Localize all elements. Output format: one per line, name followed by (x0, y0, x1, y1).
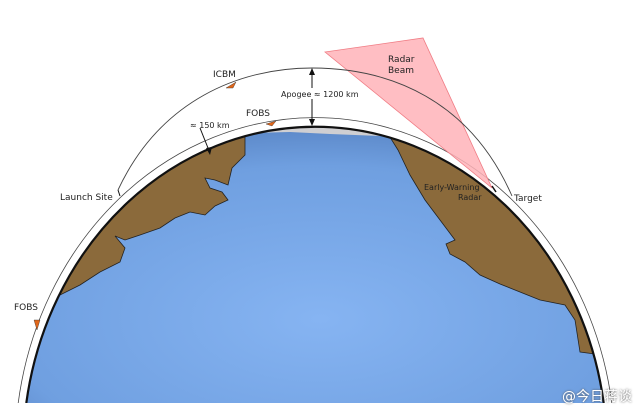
icbm-label: ICBM (213, 70, 236, 80)
watermark: @今日蒋谈 (562, 389, 632, 405)
fobs-left-arrow-icon (33, 319, 41, 331)
apogee-arrowhead-top (309, 68, 315, 75)
target-label: Target (513, 194, 542, 204)
radar-beam (324, 37, 493, 189)
early-warning-label-2: Radar (458, 193, 482, 202)
fobs-left-label: FOBS (14, 303, 38, 313)
launch-site-marker (117, 189, 121, 197)
earth (26, 126, 604, 403)
fobs-top-label: FOBS (246, 109, 270, 119)
fobs-arrow-icon (265, 120, 277, 127)
earth-outline (25, 125, 605, 404)
radar-beam-label-1: Radar (388, 55, 415, 65)
apogee-arrowhead-bottom (309, 119, 315, 126)
launch-site-label: Launch Site (60, 193, 113, 203)
fobs-altitude-label: ≈ 150 km (190, 121, 230, 130)
early-warning-label-1: Early-Warning (424, 183, 480, 192)
target-marker (491, 185, 497, 193)
radar-beam-label-2: Beam (388, 66, 414, 76)
apogee-label: Apogee ≈ 1200 km (281, 90, 359, 99)
fobs-altitude-arrowhead (206, 147, 212, 155)
icbm-arrow-icon (225, 81, 237, 89)
